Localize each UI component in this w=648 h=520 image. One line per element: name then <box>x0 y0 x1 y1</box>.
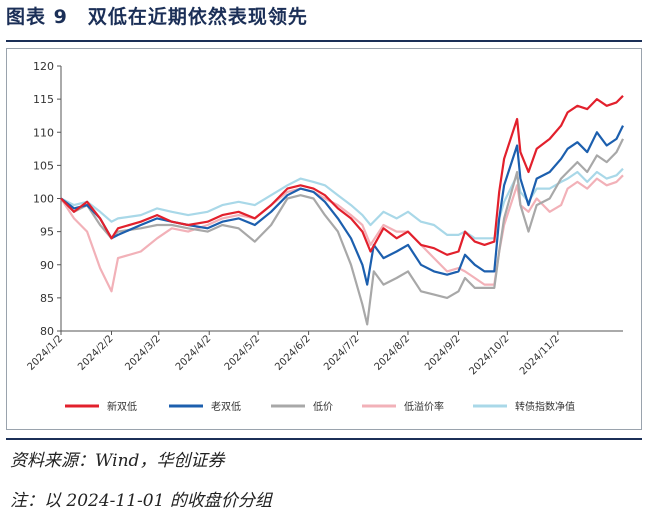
x-tick-label: 2024/9/2 <box>423 333 463 373</box>
y-tick-label: 85 <box>40 292 54 305</box>
y-tick-label: 115 <box>33 93 54 106</box>
title-rule <box>6 40 642 42</box>
x-tick-label: 2024/7/2 <box>322 333 362 373</box>
x-tick-label: 2024/2/2 <box>76 333 116 373</box>
x-tick-label: 2024/3/2 <box>123 333 163 373</box>
x-axis: 2024/1/2 2024/2/2 2024/3/2 2024/4/2 2024/5/2… <box>26 330 623 377</box>
y-tick-label: 110 <box>33 126 54 139</box>
legend-label: 低溢价率 <box>404 400 444 413</box>
y-tick-label: 100 <box>33 193 54 206</box>
line-chart: 80 85 90 95 100 105 110 115 120 2024/1/2 2024/2/2… <box>26 60 624 413</box>
x-tick-label: 2024/8/2 <box>373 333 413 373</box>
legend-label: 转债指数净值 <box>515 400 575 413</box>
x-tick-label: 2024/5/2 <box>223 333 263 373</box>
source-note: 资料来源：Wind，华创证券 <box>10 451 225 471</box>
footnote: 注：以 2024-11-01 的收盘价分组 <box>10 491 272 511</box>
plot-series <box>60 95 624 326</box>
x-tick-label: 2024/11/2 <box>518 333 562 377</box>
figure-title: 图表 9 双低在近期依然表现领先 <box>6 6 308 28</box>
legend: 新双低 老双低 低价 低溢价率 转债指数净值 <box>65 400 575 413</box>
series-line <box>60 174 624 293</box>
bottom-rule <box>6 438 642 440</box>
legend-label: 新双低 <box>107 400 137 413</box>
y-tick-label: 120 <box>33 60 54 73</box>
y-tick-label: 105 <box>33 159 54 172</box>
x-tick-label: 2024/10/2 <box>467 333 511 377</box>
series-line <box>60 167 624 240</box>
x-tick-label: 2024/4/2 <box>174 333 214 373</box>
y-axis: 80 85 90 95 100 105 110 115 120 <box>33 60 62 338</box>
x-tick-label: 2024/6/2 <box>273 333 313 373</box>
x-tick-label: 2024/1/2 <box>26 333 66 373</box>
legend-label: 低价 <box>313 400 333 413</box>
chart-frame: 80 85 90 95 100 105 110 115 120 2024/1/2 2024/2/2… <box>6 48 642 430</box>
y-tick-label: 80 <box>40 325 54 338</box>
series-line <box>60 95 624 256</box>
y-tick-label: 90 <box>40 259 54 272</box>
series-line <box>60 138 624 326</box>
y-tick-label: 95 <box>40 226 54 239</box>
legend-label: 老双低 <box>211 400 241 413</box>
